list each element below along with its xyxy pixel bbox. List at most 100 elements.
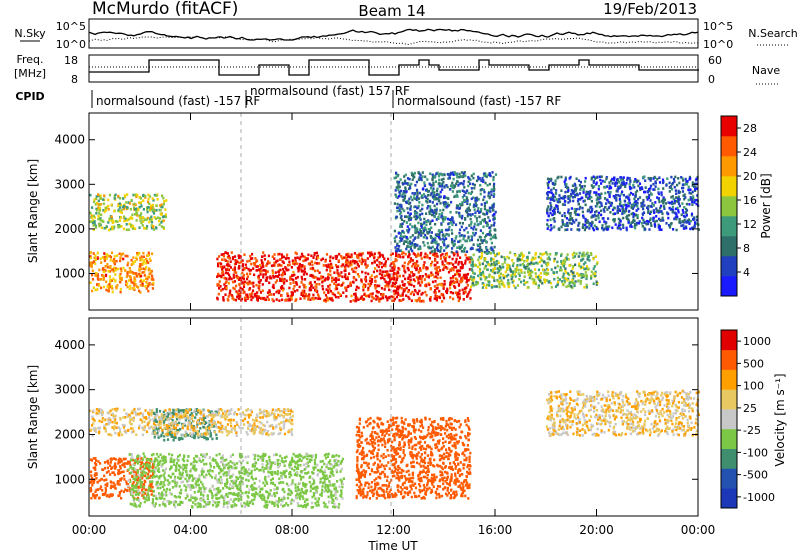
echo-cell [346, 277, 349, 281]
echo-cell [362, 288, 365, 292]
echo-cell [125, 275, 128, 278]
echo-cell [331, 276, 334, 280]
echo-cell [398, 191, 401, 194]
echo-cell [411, 290, 414, 294]
echo-cell [148, 202, 151, 205]
echo-cell [119, 216, 122, 219]
echo-cell [273, 253, 276, 256]
echo-cell [653, 211, 656, 214]
echo-cell [255, 283, 258, 287]
echo-cell [593, 273, 596, 277]
echo-cell [490, 224, 493, 227]
echo-cell [614, 181, 617, 184]
echo-cell [392, 281, 395, 285]
echo-cell [678, 181, 681, 185]
echo-cell [481, 231, 484, 235]
noise-right-tick-bottom: 10^0 [703, 38, 733, 51]
echo-cell [424, 252, 427, 256]
echo-cell [251, 289, 255, 292]
echo-cell [622, 216, 625, 220]
echo-cell [135, 285, 138, 288]
echo-cell [550, 196, 553, 199]
echo-cell [238, 261, 241, 265]
echo-cell [397, 183, 400, 186]
echo-cell [678, 190, 682, 194]
echo-cell [664, 202, 667, 205]
echo-cell [530, 261, 533, 264]
echo-cell [419, 299, 422, 303]
echo-cell [603, 210, 606, 213]
echo-cell [263, 298, 266, 302]
echo-cell [575, 186, 578, 190]
echo-cell [259, 268, 262, 271]
echo-cell [588, 227, 591, 230]
echo-cell [568, 284, 571, 288]
echo-cell [595, 182, 598, 186]
echo-cell [673, 185, 676, 189]
echo-cell [275, 290, 278, 294]
echo-cell [469, 288, 472, 292]
echo-cell [292, 287, 295, 291]
echo-cell [484, 250, 487, 254]
echo-cell [335, 277, 338, 281]
echo-cell [139, 291, 142, 294]
noise-right-tick-top: 10^5 [703, 20, 733, 33]
echo-cell [448, 176, 451, 179]
echo-cell [635, 209, 638, 212]
echo-cell [409, 278, 412, 282]
echo-cell [557, 175, 560, 179]
echo-cell [158, 223, 161, 226]
colorbar-band [721, 256, 737, 277]
echo-cell [252, 281, 255, 285]
echo-cell [450, 262, 453, 265]
echo-cell [503, 275, 507, 278]
echo-cell [295, 277, 298, 280]
echo-cell [288, 260, 291, 264]
echo-cell [291, 291, 294, 295]
echo-cell [644, 186, 647, 189]
echo-cell [188, 419, 191, 423]
echo-cell [632, 193, 635, 196]
echo-cell [408, 273, 411, 277]
echo-cell [619, 223, 622, 227]
echo-cell [417, 178, 420, 182]
echo-cell [369, 254, 372, 258]
echo-cell [412, 239, 415, 242]
echo-cell [587, 197, 590, 200]
echo-cell [449, 188, 452, 191]
echo-cell [243, 253, 246, 256]
echo-cell [442, 296, 446, 300]
echo-cell [646, 190, 649, 193]
echo-cell [643, 221, 646, 225]
echo-cell [452, 263, 455, 266]
echo-cell [370, 253, 373, 256]
echo-cell [644, 228, 647, 231]
echo-cell [355, 260, 358, 264]
echo-cell [360, 262, 363, 266]
echo-cell [406, 207, 409, 210]
echo-cell [451, 291, 455, 295]
echo-cell [140, 217, 143, 220]
echo-cell [127, 201, 130, 204]
echo-cell [151, 274, 154, 278]
echo-cell [460, 262, 463, 266]
echo-cell [138, 265, 141, 268]
echo-cell [681, 186, 684, 190]
echo-cell [132, 470, 135, 473]
echo-cell [416, 244, 419, 247]
echo-cell [561, 203, 565, 206]
echo-cell [140, 491, 143, 494]
echo-cell [376, 295, 379, 299]
echo-cell [90, 488, 93, 492]
echo-cell [464, 277, 467, 280]
echo-cell [568, 282, 571, 285]
echo-cell [146, 259, 149, 263]
echo-cell [467, 212, 470, 216]
echo-cell [420, 194, 423, 197]
echo-cell [294, 251, 297, 255]
echo-cell [469, 256, 472, 259]
echo-cell [630, 206, 633, 209]
echo-cell [643, 190, 646, 194]
echo-cell [250, 282, 253, 285]
echo-cell [616, 226, 619, 229]
